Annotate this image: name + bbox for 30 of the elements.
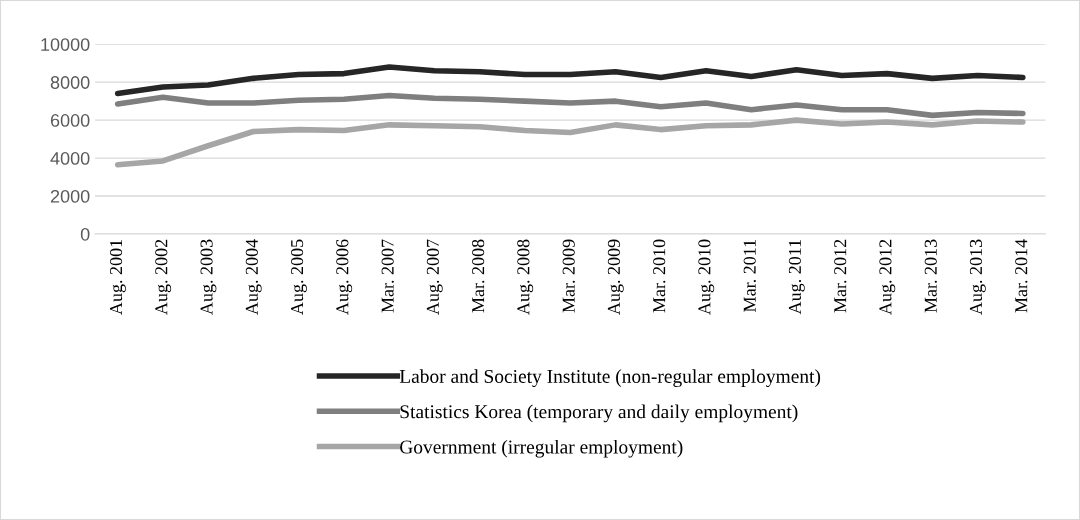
x-tick-label: Mar. 2012 <box>834 239 847 313</box>
y-tick-label: 10000 <box>41 38 90 51</box>
x-tick-label: Aug. 2012 <box>879 239 896 315</box>
x-tick-label: Aug. 2004 <box>245 239 262 315</box>
legend-label: Labor and Society Institute (non-regular employment) <box>399 369 821 387</box>
y-tick-label: 8000 <box>50 76 90 89</box>
x-tick-label: Mar. 2007 <box>381 239 394 313</box>
legend-label: Statistics Korea (temporary and daily employment) <box>400 404 798 423</box>
x-tick-label: Aug. 2006 <box>336 239 353 315</box>
x-tick-label: Mar. 2010 <box>653 239 666 313</box>
y-tick-label: 6000 <box>50 114 90 127</box>
x-tick-label: Aug. 2007 <box>426 239 443 315</box>
x-tick-label: Aug. 2011 <box>788 239 805 315</box>
x-tick-label: Aug. 2003 <box>200 239 217 315</box>
legend-label: Government (irregular employment) <box>400 439 683 458</box>
x-tick-label: Aug. 2001 <box>109 239 126 315</box>
x-tick-label: Aug. 2009 <box>607 239 624 315</box>
x-tick-label: Mar. 2008 <box>472 239 485 313</box>
y-tick-label: 4000 <box>50 152 90 165</box>
x-tick-label: Aug. 2008 <box>517 239 534 315</box>
x-tick-label: Mar. 2013 <box>924 239 937 313</box>
x-tick-label: Mar. 2014 <box>1015 239 1028 313</box>
x-tick-label: Aug. 2010 <box>698 239 715 315</box>
x-tick-label: Mar. 2011 <box>743 239 756 312</box>
y-tick-label: 0 <box>80 227 90 241</box>
x-tick-label: Mar. 2009 <box>562 239 575 313</box>
x-tick-label: Aug. 2013 <box>969 239 986 315</box>
x-tick-label: Aug. 2005 <box>290 239 307 315</box>
x-tick-label: Aug. 2002 <box>155 239 172 315</box>
y-tick-label: 2000 <box>50 189 90 203</box>
